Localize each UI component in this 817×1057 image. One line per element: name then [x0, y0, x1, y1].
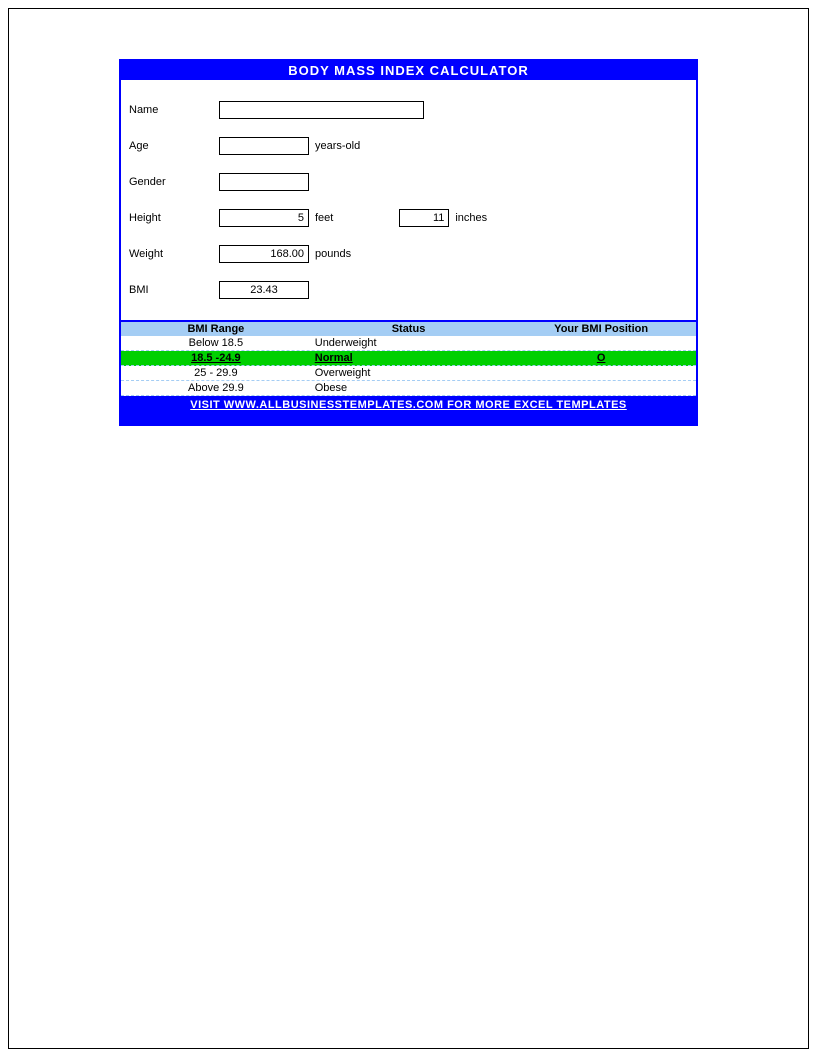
cell-position: [506, 336, 696, 350]
header-title: BODY MASS INDEX CALCULATOR: [121, 61, 696, 80]
calculator-container: BODY MASS INDEX CALCULATOR Name Age year…: [119, 59, 698, 426]
cell-range: Below 18.5: [121, 336, 311, 350]
bmi-label: BMI: [129, 284, 219, 296]
name-row: Name: [129, 100, 688, 120]
bmi-row: BMI 23.43: [129, 280, 688, 300]
table-row: Above 29.9Obese: [121, 381, 696, 396]
table-row: Below 18.5Underweight: [121, 336, 696, 351]
age-field[interactable]: [219, 137, 309, 155]
height-label: Height: [129, 212, 219, 224]
gender-label: Gender: [129, 176, 219, 188]
cell-range: Above 29.9: [121, 381, 311, 395]
header-range: BMI Range: [121, 322, 311, 336]
cell-range: 18.5 -24.9: [121, 351, 311, 365]
bmi-field: 23.43: [219, 281, 309, 299]
cell-range: 25 - 29.9: [121, 366, 311, 380]
cell-status: Obese: [311, 381, 507, 395]
height-inches-field[interactable]: 11: [399, 209, 449, 227]
page-border: BODY MASS INDEX CALCULATOR Name Age year…: [8, 8, 809, 1049]
table-header-row: BMI Range Status Your BMI Position: [121, 322, 696, 336]
cell-position: O: [506, 351, 696, 365]
name-label: Name: [129, 104, 219, 116]
height-feet-field[interactable]: 5: [219, 209, 309, 227]
weight-unit: pounds: [309, 248, 357, 260]
footer-link[interactable]: VISIT WWW.ALLBUSINESSTEMPLATES.COM FOR M…: [121, 396, 696, 426]
age-unit: years-old: [309, 140, 366, 152]
cell-status: Normal: [311, 351, 507, 365]
table-row: 25 - 29.9Overweight: [121, 366, 696, 381]
weight-row: Weight 168.00 pounds: [129, 244, 688, 264]
name-field[interactable]: [219, 101, 424, 119]
table-body: Below 18.5Underweight18.5 -24.9NormalO25…: [121, 336, 696, 396]
cell-status: Overweight: [311, 366, 507, 380]
height-feet-unit: feet: [309, 212, 339, 224]
height-row: Height 5 feet 11 inches: [129, 208, 688, 228]
cell-position: [506, 366, 696, 380]
gender-field[interactable]: [219, 173, 309, 191]
weight-field[interactable]: 168.00: [219, 245, 309, 263]
table-row: 18.5 -24.9NormalO: [121, 351, 696, 366]
cell-status: Underweight: [311, 336, 507, 350]
age-row: Age years-old: [129, 136, 688, 156]
cell-position: [506, 381, 696, 395]
form-section: Name Age years-old Gender Height 5 feet …: [121, 80, 696, 322]
header-position: Your BMI Position: [506, 322, 696, 336]
header-status: Status: [311, 322, 507, 336]
age-label: Age: [129, 140, 219, 152]
height-inches-unit: inches: [449, 212, 493, 224]
gender-row: Gender: [129, 172, 688, 192]
bmi-table: BMI Range Status Your BMI Position Below…: [121, 322, 696, 396]
weight-label: Weight: [129, 248, 219, 260]
